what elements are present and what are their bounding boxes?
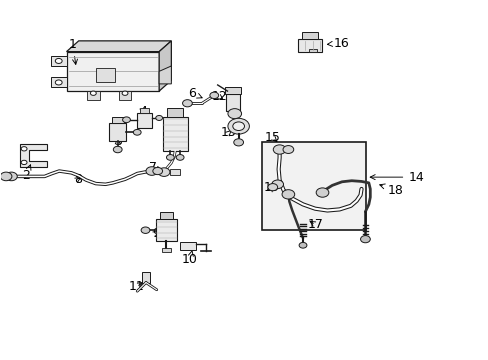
Bar xyxy=(109,123,126,141)
Bar xyxy=(119,91,131,100)
Circle shape xyxy=(182,100,192,107)
Circle shape xyxy=(55,80,62,85)
Bar xyxy=(51,56,66,66)
Text: 2: 2 xyxy=(22,165,31,182)
Circle shape xyxy=(273,145,285,154)
Bar xyxy=(112,117,123,123)
Bar xyxy=(137,113,152,128)
Circle shape xyxy=(21,160,27,165)
Circle shape xyxy=(5,172,17,181)
Circle shape xyxy=(90,91,96,95)
Circle shape xyxy=(156,116,162,121)
Bar xyxy=(308,49,316,52)
Bar xyxy=(156,219,177,241)
Text: 17: 17 xyxy=(307,218,323,231)
Bar xyxy=(140,108,149,113)
Circle shape xyxy=(153,167,162,175)
Bar xyxy=(167,108,183,117)
Text: 13: 13 xyxy=(221,126,236,139)
Text: 6: 6 xyxy=(187,87,202,100)
Bar xyxy=(179,242,196,250)
Circle shape xyxy=(55,58,62,63)
Text: 10: 10 xyxy=(182,250,198,266)
Circle shape xyxy=(299,242,306,248)
Bar xyxy=(142,272,150,283)
Circle shape xyxy=(227,109,241,119)
Bar xyxy=(302,32,317,39)
Bar xyxy=(225,87,241,94)
Bar xyxy=(298,39,321,52)
Circle shape xyxy=(316,188,328,197)
Circle shape xyxy=(122,91,128,95)
Circle shape xyxy=(166,154,174,160)
Circle shape xyxy=(122,117,130,123)
Circle shape xyxy=(158,168,169,176)
Polygon shape xyxy=(20,144,47,167)
Text: 9: 9 xyxy=(151,226,160,239)
Polygon shape xyxy=(66,41,171,51)
Bar xyxy=(51,77,66,87)
Circle shape xyxy=(209,92,218,99)
Circle shape xyxy=(283,145,293,153)
Circle shape xyxy=(232,122,244,131)
Polygon shape xyxy=(159,66,171,84)
Text: 12: 12 xyxy=(211,90,226,103)
Circle shape xyxy=(176,154,183,160)
Text: 14: 14 xyxy=(369,171,423,184)
Polygon shape xyxy=(66,51,159,91)
Text: 18: 18 xyxy=(379,184,403,197)
Polygon shape xyxy=(159,41,171,91)
Bar xyxy=(226,94,240,111)
Circle shape xyxy=(271,180,283,189)
Circle shape xyxy=(21,147,27,151)
Text: 7: 7 xyxy=(148,161,162,174)
Text: 11: 11 xyxy=(128,280,144,293)
Text: 15: 15 xyxy=(263,181,279,194)
Text: 15: 15 xyxy=(264,131,280,144)
Circle shape xyxy=(267,184,277,191)
Circle shape xyxy=(282,190,294,199)
Circle shape xyxy=(233,139,243,146)
Text: 1: 1 xyxy=(69,38,77,64)
Circle shape xyxy=(0,172,12,181)
Text: 5: 5 xyxy=(178,135,189,148)
Circle shape xyxy=(113,146,122,153)
Bar xyxy=(87,91,100,100)
Bar xyxy=(261,142,366,230)
Text: 4: 4 xyxy=(139,105,147,118)
Bar xyxy=(169,169,179,175)
Bar xyxy=(161,248,171,252)
Circle shape xyxy=(133,130,141,135)
Text: 8: 8 xyxy=(74,173,81,186)
Bar xyxy=(162,117,187,150)
Circle shape xyxy=(146,167,158,175)
Circle shape xyxy=(360,235,369,243)
Text: 3: 3 xyxy=(114,135,122,148)
Bar xyxy=(159,212,173,219)
Circle shape xyxy=(141,227,150,233)
Bar xyxy=(96,68,115,82)
Text: 16: 16 xyxy=(327,36,349,50)
Circle shape xyxy=(227,118,249,134)
